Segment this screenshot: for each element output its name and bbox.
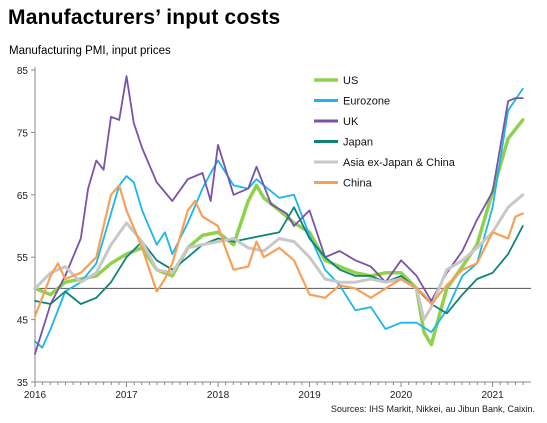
series-line-china <box>33 184 524 318</box>
y-tick-label: 45 <box>17 316 29 327</box>
legend-label: Japan <box>343 137 373 149</box>
y-tick-label: 65 <box>17 191 29 202</box>
legend-label: US <box>343 75 358 87</box>
legend-label: Eurozone <box>343 96 390 108</box>
x-tick-label: 2018 <box>207 390 230 401</box>
series-lines <box>33 75 525 355</box>
y-tick-label: 85 <box>17 66 29 77</box>
y-tick-label: 35 <box>17 378 29 389</box>
legend-label: UK <box>343 116 359 128</box>
x-tick-label: 2019 <box>298 390 321 401</box>
y-tick-label: 55 <box>17 253 29 264</box>
legend-label: China <box>343 178 373 190</box>
legend-label: Asia ex-Japan & China <box>343 157 456 169</box>
legend: US Eurozone UK Japan Asia ex-Japan & China Ch… <box>314 75 456 190</box>
x-tick-label: 2020 <box>390 390 413 401</box>
x-tick-label: 2016 <box>24 390 47 401</box>
x-tick-label: 2021 <box>481 390 504 401</box>
series-line-uk <box>34 75 524 355</box>
chart-title: Manufacturers’ input costs <box>8 6 281 29</box>
x-tick-label: 2017 <box>115 390 138 401</box>
series-line-asia-ex-japan-china <box>33 193 525 322</box>
series-line-japan <box>34 206 524 315</box>
y-axis-label: Manufacturing PMI, input prices <box>9 45 171 57</box>
y-tick-label: 75 <box>17 128 29 139</box>
source-note: Sources: IHS Markit, Nikkei, au Jibun Ba… <box>330 404 535 414</box>
